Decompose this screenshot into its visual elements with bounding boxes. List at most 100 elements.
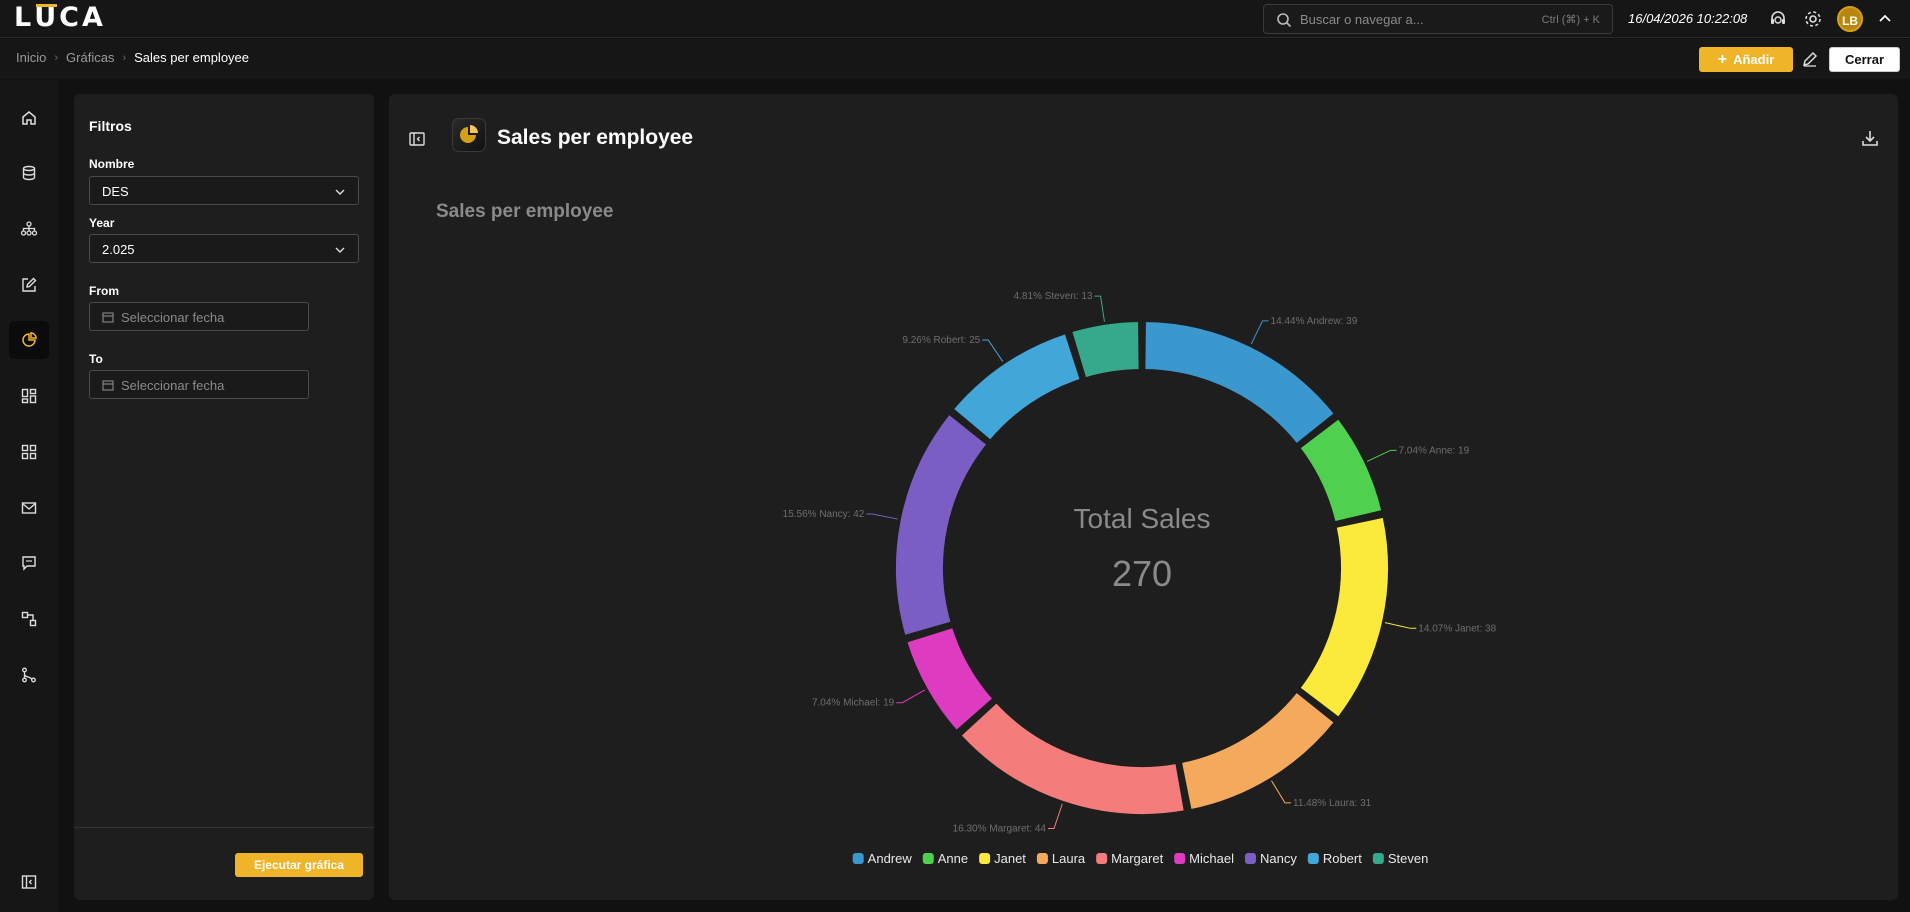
leader-line-michael [896, 689, 926, 704]
legend-label-andrew: Andrew [868, 851, 913, 866]
chevron-up-icon[interactable] [1877, 11, 1893, 27]
add-button[interactable]: + Añadir [1699, 47, 1793, 72]
edit-pencil-icon[interactable] [1801, 50, 1819, 68]
donut-slice-janet [1298, 515, 1390, 719]
year-label: Year [89, 216, 115, 230]
calendar-icon [102, 380, 114, 391]
nombre-value: DES [102, 184, 129, 199]
download-icon[interactable] [1860, 128, 1880, 148]
donut-slice-robert [951, 332, 1082, 442]
legend-label-janet: Janet [994, 851, 1026, 866]
search-placeholder: Buscar o navegar a... [1300, 12, 1424, 27]
leader-line-robert [982, 339, 1004, 362]
filters-divider [74, 827, 374, 828]
legend-label-robert: Robert [1323, 851, 1362, 866]
leader-line-nancy [866, 513, 898, 520]
global-search[interactable]: Buscar o navegar a... Ctrl (⌘) + K [1263, 4, 1613, 34]
legend-label-michael: Michael [1189, 851, 1234, 866]
breadcrumb: Inicio › Gráficas › Sales per employee [16, 50, 249, 65]
to-date-placeholder: Seleccionar fecha [121, 378, 225, 393]
add-button-label: Añadir [1733, 52, 1775, 67]
center-label: Total Sales [1074, 503, 1211, 534]
leader-line-steven [1094, 295, 1105, 322]
user-avatar[interactable]: LB [1837, 6, 1863, 32]
legend-label-margaret: Margaret [1111, 851, 1163, 866]
legend-label-steven: Steven [1388, 851, 1428, 866]
donut-slice-laura [1179, 690, 1336, 812]
nav-hierarchy[interactable] [9, 210, 49, 248]
to-date-input[interactable]: Seleccionar fecha [89, 370, 309, 399]
from-label: From [89, 284, 119, 298]
data-label-janet: 14.07% Janet: 38 [1418, 623, 1496, 634]
nombre-select[interactable]: DES [89, 176, 359, 205]
legend-label-anne: Anne [938, 851, 968, 866]
filters-panel: Filtros Nombre DES Year 2.025 From Selec… [74, 94, 374, 900]
nav-edit[interactable] [9, 266, 49, 304]
hierarchy-icon [20, 221, 38, 236]
legend-swatch-andrew [852, 853, 864, 864]
data-label-andrew: 14.44% Andrew: 39 [1271, 316, 1358, 327]
chat-icon [22, 556, 36, 571]
leader-line-laura [1271, 780, 1292, 804]
close-button[interactable]: Cerrar [1829, 47, 1900, 72]
nav-branches[interactable] [9, 656, 49, 694]
dashboard-icon [21, 388, 37, 404]
chart-type-badge [452, 118, 486, 152]
settings-gear-icon[interactable] [1803, 9, 1823, 29]
leader-line-janet [1384, 622, 1417, 629]
nav-home[interactable] [9, 99, 49, 137]
filters-title: Filtros [89, 118, 132, 134]
to-label: To [89, 352, 103, 366]
nav-workflow[interactable] [9, 600, 49, 638]
donut-slice-steven [1070, 320, 1141, 380]
breadcrumb-bar: Inicio › Gráficas › Sales per employee [0, 39, 1910, 79]
nav-dashboard[interactable] [9, 377, 49, 415]
nav-apps[interactable] [9, 433, 49, 471]
nav-collapse[interactable] [9, 863, 49, 901]
legend-label-laura: Laura [1052, 851, 1086, 866]
center-value: 270 [1112, 553, 1172, 594]
search-shortcut: Ctrl (⌘) + K [1541, 14, 1600, 26]
nav-database[interactable] [9, 154, 49, 192]
breadcrumb-separator-icon: › [122, 51, 127, 64]
legend-swatch-margaret [1096, 853, 1108, 864]
donut-slice-andrew [1143, 320, 1336, 446]
donut-slice-anne [1298, 417, 1384, 524]
chart-panel-title: Sales per employee [497, 126, 694, 149]
breadcrumb-inicio[interactable]: Inicio [16, 50, 47, 65]
plus-icon: + [1717, 50, 1728, 68]
workflow-icon [21, 611, 37, 627]
chevron-down-icon [335, 189, 345, 195]
data-label-michael: 7.04% Michael: 19 [812, 698, 895, 709]
apps-grid-icon [21, 444, 37, 460]
donut-slice-nancy [894, 412, 989, 637]
nav-charts[interactable] [9, 321, 49, 359]
leader-line-andrew [1250, 320, 1269, 345]
pie-chart-icon [22, 331, 38, 347]
breadcrumb-graficas[interactable]: Gráficas [66, 50, 115, 65]
data-label-steven: 4.81% Steven: 13 [1014, 291, 1093, 302]
nav-mail[interactable] [9, 489, 49, 527]
year-select[interactable]: 2.025 [89, 234, 359, 263]
nombre-label: Nombre [89, 157, 135, 171]
chevron-down-icon [335, 247, 345, 253]
data-label-margaret: 16.30% Margaret: 44 [953, 824, 1047, 835]
breadcrumb-separator-icon: › [54, 51, 59, 64]
app-logo[interactable]: LUCA [14, 2, 106, 33]
search-icon [1277, 13, 1292, 28]
from-date-input[interactable]: Seleccionar fecha [89, 302, 309, 331]
database-icon [22, 165, 36, 181]
sidebar-toggle-icon [21, 875, 37, 889]
breadcrumb-current: Sales per employee [134, 50, 250, 65]
donut-slice-michael [905, 626, 995, 733]
home-icon [22, 111, 36, 125]
leader-line-margaret [1047, 803, 1063, 830]
support-agent-icon[interactable] [1768, 9, 1788, 29]
top-bar: LUCA Buscar o navegar a... Ctrl (⌘) + K … [0, 0, 1910, 38]
collapse-panel-icon[interactable] [408, 130, 426, 148]
nav-messages[interactable] [9, 544, 49, 582]
legend-swatch-steven [1372, 853, 1384, 864]
data-label-laura: 11.48% Laura: 31 [1293, 798, 1372, 809]
legend-swatch-nancy [1244, 853, 1256, 864]
run-chart-button[interactable]: Ejecutar gráfica [235, 853, 363, 877]
